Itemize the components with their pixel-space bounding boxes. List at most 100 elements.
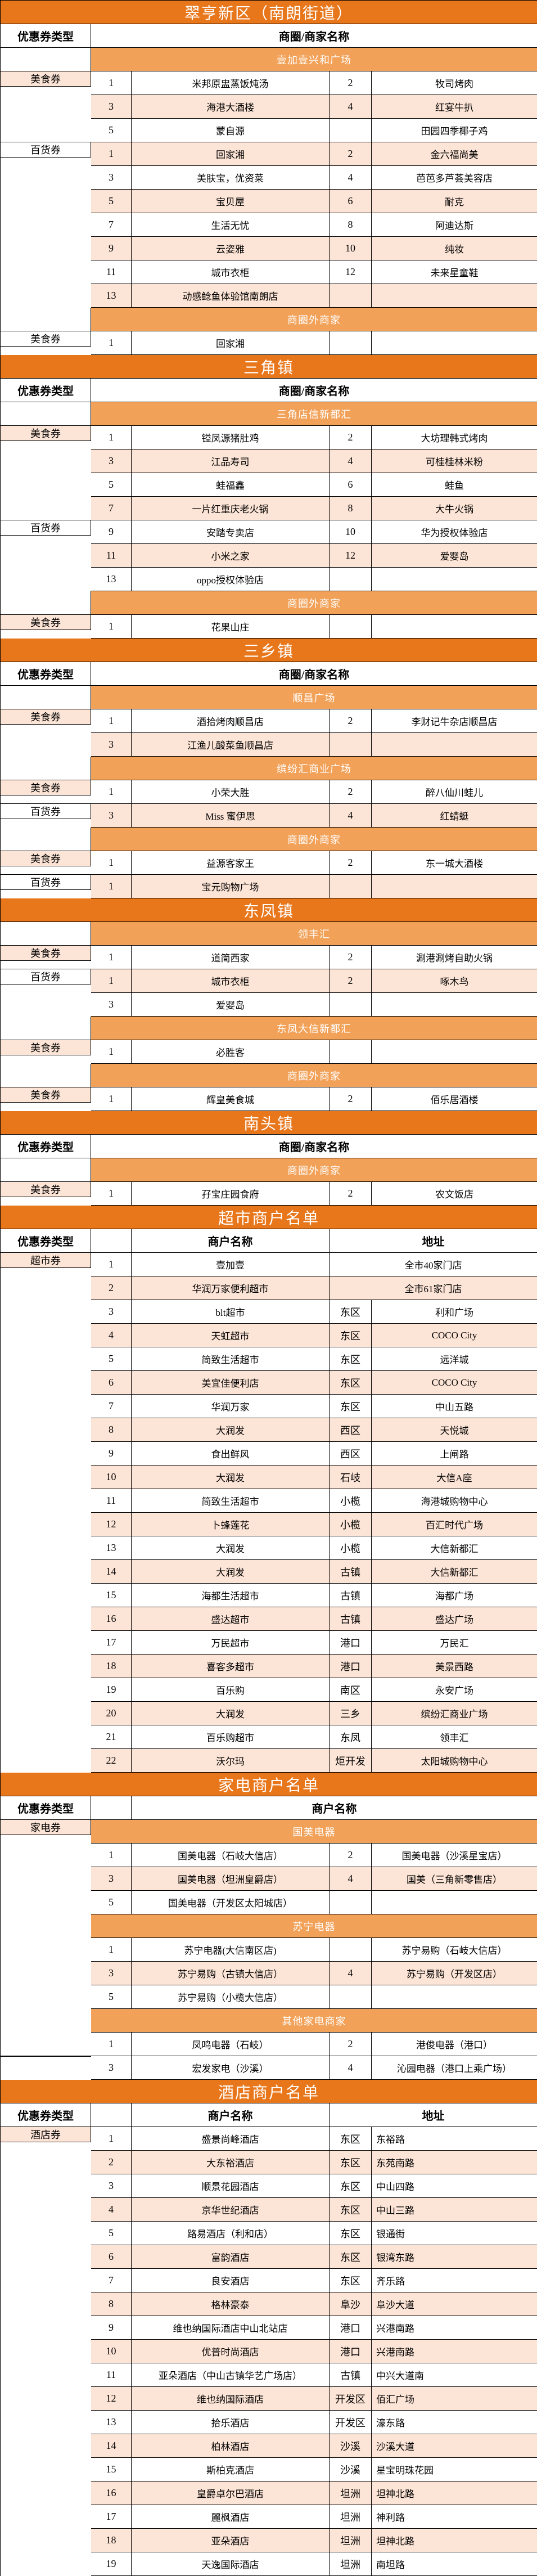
row-number: 16 [91,2481,132,2505]
merchant-name: 喜客多超市 [132,1655,330,1678]
table-row: 6 富韵酒店 东区 银湾东路 [91,2245,537,2269]
merchant-name: 苏宁易购（开发区店） [372,1962,537,1985]
table-row: 3 顺景花园酒店 东区 中山四路 [91,2174,537,2198]
coupon-type-label: 美食券 [1,851,91,866]
merchant-name: 啄木鸟 [372,969,537,993]
coupon-group-rows: 1 益源客家王 2 东一城大酒楼 [91,851,537,875]
subheader-row: 其他家电商家 [91,2009,537,2033]
merchant-name: 简致生活超市 [132,1489,330,1513]
merchant-name: 国美（三角新零售店） [372,1867,537,1891]
district-label: 东区 [330,1395,372,1418]
district-label: 南区 [330,1678,372,1702]
merchant-name: 国美电器（开发区太阳城店） [132,1891,330,1914]
district-label: 古镇 [330,1560,372,1584]
coupon-type-label: 百货券 [1,142,91,158]
merchant-name: 国美电器（坦洲皇爵店） [132,1867,330,1891]
merchant-name: 城市衣柜 [132,969,330,993]
table-row: 17 麗枫酒店 坦洲 神利路 [91,2505,537,2529]
table-row: 13 动感鲶鱼体验馆南朗店 [91,284,537,308]
address-label: 东裕路 [372,2127,537,2151]
coupon-group-rows: 1 镒凤源猪肚鸡 2 大坊理韩式烤肉 3 江品寿司 4 可桂桂林米粉 5 蛙福鑫 6 蛙鱼 7 一片红重庆… [91,426,537,520]
merchant-name: 沁园电器（港口上乘广场） [372,2056,537,2080]
table-row: 18 亚朵酒店 坦洲 坦神北路 [91,2529,537,2552]
column-header-row: 优惠券类型 商圈/商家名称 [1,379,537,402]
merchant-name: 万民超市 [132,1631,330,1655]
table-row: 1 花果山庄 [91,615,537,639]
row-number: 15 [91,1584,132,1607]
merchant-name: 路易酒店（利和店） [132,2222,330,2245]
coupon-group-rows: 1 酒拾烤肉顺昌店 2 李财记牛杂店顺昌店 3 江渔儿酸菜鱼顺昌店 [91,709,537,757]
coupon-type-label: 美食券 [1,1087,91,1103]
column-header-coupon-type: 优惠券类型 [1,379,91,402]
merchant-name: 亚朵酒店（中山古镇华艺广场店） [132,2363,330,2387]
address-label: 齐乐路 [372,2269,537,2292]
table-row: 1 镒凤源猪肚鸡 2 大坊理韩式烤肉 [91,426,537,449]
merchant-name: 回家湘 [132,331,330,355]
row-number: 2 [91,2151,132,2174]
merchant-name: 盛达超市 [132,1607,330,1631]
row-number: 2 [330,946,372,969]
table-row: 9 食出鲜风 西区 上闸路 [91,1442,537,1465]
district-label: 炬开发 [330,1749,372,1773]
column-header-coupon-type: 优惠券类型 [1,1796,91,1820]
merchant-name: 小米之家 [132,544,330,568]
address-label: 远洋城 [372,1347,537,1371]
row-number: 4 [330,1867,372,1891]
row-number: 7 [91,213,132,237]
row-number: 3 [91,2056,132,2080]
merchant-name: 醉八仙川蛙儿 [372,780,537,804]
merchant-brand-header: 国美电器 [91,1820,537,1844]
row-number: 17 [91,2505,132,2529]
coupon-group-rows: 1 孖宝庄园食府 2 农文饭店 [91,1182,537,1206]
merchant-name: 大润发 [132,1536,330,1560]
column-header-address: 地址 [330,2103,537,2127]
row-number: 3 [91,1962,132,1985]
table-row: 21 百乐购超市 东凤 领丰汇 [91,1725,537,1749]
row-number: 2 [330,2033,372,2056]
merchant-name: 海港大酒楼 [132,95,330,119]
subheader-row: 商圈外商家 [1,1064,537,1087]
district-label: 西区 [330,1418,372,1442]
district-label: 东区 [330,2151,372,2174]
row-number: 1 [91,709,132,733]
row-number: 13 [91,1536,132,1560]
subheader-row: 缤纷汇商业广场 [1,757,537,780]
row-number: 11 [91,544,132,568]
row-number: 7 [91,1395,132,1418]
row-number: 2 [330,1087,372,1111]
coupon-group: 美食券 1 必胜客 [1,1040,537,1064]
coupon-group: 美食券 1 小荣大胜 2 醉八仙川蛙儿 [1,780,537,804]
address-label: 大信新都汇 [372,1560,537,1584]
table-row: 1 宝元购物广场 [91,875,537,898]
merchant-name: 红蜻蜓 [372,804,537,828]
merchant-name: 农文饭店 [372,1182,537,1206]
row-number: 5 [91,119,132,142]
table-row: 13 拾乐酒店 开发区 濠东路 [91,2411,537,2434]
district-label: 三乡 [330,1702,372,1725]
merchant-name: blt超市 [132,1300,330,1324]
address-label: 上闸路 [372,1442,537,1465]
merchant-name: 百乐购 [132,1678,330,1702]
merchant-brand-header: 其他家电商家 [91,2009,537,2033]
merchant-name: 苏宁易购（小榄大信店） [132,1985,330,2009]
row-number: 2 [330,142,372,166]
merchant-name: 佰乐居酒楼 [372,1087,537,1111]
row-number: 11 [91,260,132,284]
coupon-type-label: 美食券 [1,780,91,795]
address-label: 濠东路 [372,2411,537,2434]
address-label: 坦神北路 [372,2481,537,2505]
district-label: 开发区 [330,2411,372,2434]
row-number: 5 [91,473,132,497]
row-number [330,284,372,308]
coupon-group-rows: 3 Miss 蜜伊思 4 红蜻蜓 [91,804,537,828]
table-row: 1 益源客家王 2 东一城大酒楼 [91,851,537,875]
column-header-row: 优惠券类型 商户名称 地址 [1,2103,537,2127]
table-row: 5 路易酒店（利和店） 东区 银通街 [91,2222,537,2245]
coupon-group: 美食券 1 酒拾烤肉顺昌店 2 李财记牛杂店顺昌店 3 江渔儿酸菜鱼顺昌店 [1,709,537,757]
table-row: 1 孖宝庄园食府 2 农文饭店 [91,1182,537,1206]
row-number: 7 [91,2269,132,2292]
merchant-name: 辉皇美食城 [132,1087,330,1111]
row-number: 14 [91,2434,132,2458]
coupon-group: 百货券 1 城市衣柜 2 啄木鸟 3 爱婴岛 [1,969,537,1017]
row-number: 1 [91,875,132,898]
